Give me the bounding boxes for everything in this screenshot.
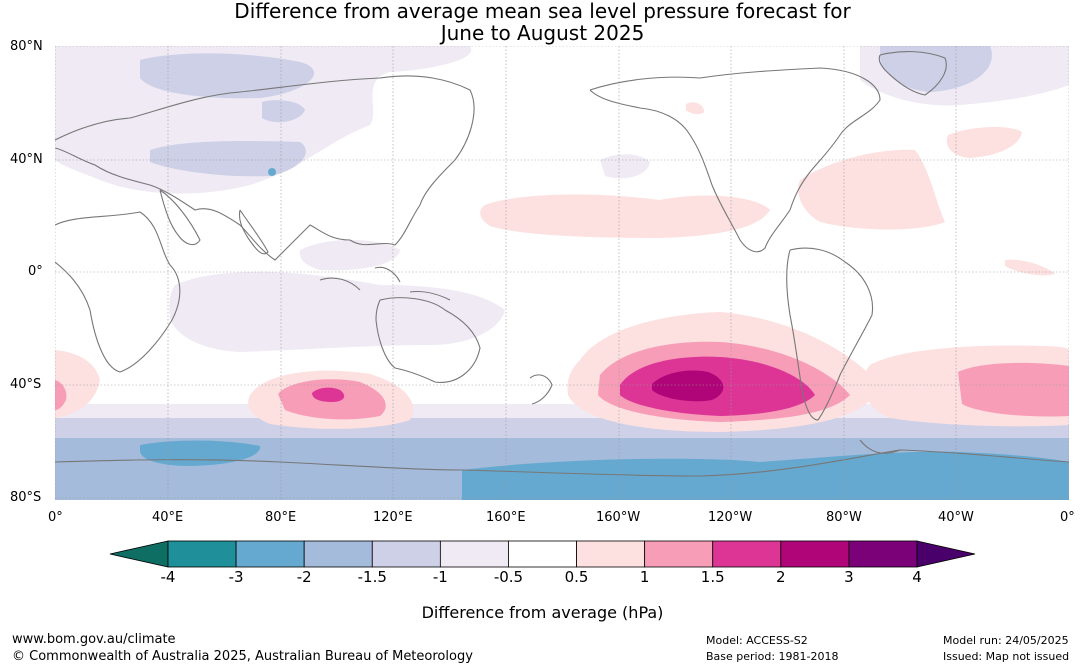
greenland-anomaly xyxy=(880,46,992,92)
colorbar-tick-label: 2 xyxy=(776,568,786,586)
footer-model: Model: ACCESS-S2 xyxy=(706,634,808,647)
colorbar-swatch xyxy=(644,540,714,568)
lat-label-equator: 0° xyxy=(28,264,43,279)
title-line-2: June to August 2025 xyxy=(440,21,645,45)
title-line-1: Difference from average mean sea level p… xyxy=(234,0,851,23)
colorbar-tick-label: -1 xyxy=(432,568,448,586)
north-atlantic-anomaly xyxy=(798,149,945,230)
colorbar-swatch xyxy=(439,540,509,568)
lon-label-40e: 40°E xyxy=(152,510,184,525)
pacific-antarctic-low-anomaly xyxy=(462,451,1069,500)
lat-label-40s: 40°S xyxy=(10,377,42,392)
lon-label-160e: 160°E xyxy=(486,510,526,525)
south-atlantic-anomaly-1 xyxy=(958,362,1069,417)
colorbar-tick-label: -4 xyxy=(160,568,176,586)
colorbar-tick-label: 1.5 xyxy=(700,568,725,586)
colorbar-swatch xyxy=(371,540,441,568)
alaska-anomaly xyxy=(686,102,704,115)
siberia-anomaly xyxy=(140,53,315,99)
colorbar-tick-label: 4 xyxy=(912,568,922,586)
south-pacific-anomaly-2 xyxy=(652,370,724,402)
coastlines xyxy=(55,51,1069,477)
lon-label-80w: 80°W xyxy=(826,510,862,525)
map-gridlines xyxy=(55,46,1069,500)
indian-ocean-anomaly-1-5 xyxy=(312,387,345,402)
colorbar-tick-label: -0.5 xyxy=(493,568,524,586)
colorbar xyxy=(109,540,976,568)
footer-site: www.bom.gov.au/climate xyxy=(12,632,176,647)
lat-label-80n: 80°N xyxy=(10,39,43,54)
lon-label-120e: 120°E xyxy=(373,510,413,525)
colorbar-extend-high xyxy=(916,540,976,568)
colorbar-label: Difference from average (hPa) xyxy=(421,603,664,622)
footer-copyright: © Commonwealth of Australia 2025, Austra… xyxy=(12,649,473,664)
map-title: Difference from average mean sea level p… xyxy=(0,0,1085,44)
colorbar-swatch xyxy=(576,540,646,568)
lon-label-40w: 40°W xyxy=(938,510,974,525)
footer-issued: Issued: Map not issued xyxy=(943,650,1070,663)
lat-label-80s: 80°S xyxy=(10,490,42,505)
west-edge-anomaly-0-5 xyxy=(55,350,100,418)
lon-label-120w: 120°W xyxy=(708,510,753,525)
lon-label-0: 0° xyxy=(48,510,63,525)
lon-label-0-east: 0° xyxy=(1060,510,1075,525)
colorbar-tick-label: 3 xyxy=(844,568,854,586)
footer-model-run: Model run: 24/05/2025 xyxy=(943,634,1069,647)
lon-label-80e: 80°E xyxy=(265,510,297,525)
footer-base-period: Base period: 1981-2018 xyxy=(706,650,839,663)
colorbar-swatch xyxy=(235,540,305,568)
footer-run-info: Model run: 24/05/2025 Issued: Map not is… xyxy=(943,633,1069,665)
colorbar-tick-label: -2 xyxy=(296,568,312,586)
colorbar-tick-label: -1.5 xyxy=(357,568,387,586)
north-pacific-anomaly xyxy=(480,194,770,238)
central-asia-anomaly-2 xyxy=(262,100,305,123)
colorbar-swatch xyxy=(303,540,373,568)
lon-label-160w: 160°W xyxy=(596,510,641,525)
colorbar-swatch xyxy=(167,540,237,568)
north-atlantic-east-anomaly xyxy=(946,126,1022,158)
central-asia-low-dot xyxy=(268,168,276,176)
colorbar-swatch xyxy=(780,540,850,568)
colorbar-tick-label: 0.5 xyxy=(564,568,589,586)
west-edge-anomaly-1 xyxy=(55,380,67,410)
colorbar-tick-label: 1 xyxy=(639,568,650,586)
colorbar-swatch xyxy=(508,540,577,568)
equatorial-atlantic-anomaly xyxy=(1005,259,1055,276)
colorbar-extend-low xyxy=(109,540,169,568)
maritime-anomaly xyxy=(299,239,400,271)
colorbar-swatch xyxy=(848,540,918,568)
footer-left: www.bom.gov.au/climate © Commonwealth of… xyxy=(12,631,473,665)
footer-model-info: Model: ACCESS-S2 Base period: 1981-2018 xyxy=(706,633,838,665)
central-asia-anomaly xyxy=(150,140,306,177)
lat-label-40n: 40°N xyxy=(10,152,43,167)
colorbar-swatch xyxy=(712,540,782,568)
colorbar-tick-label: -3 xyxy=(228,568,244,586)
